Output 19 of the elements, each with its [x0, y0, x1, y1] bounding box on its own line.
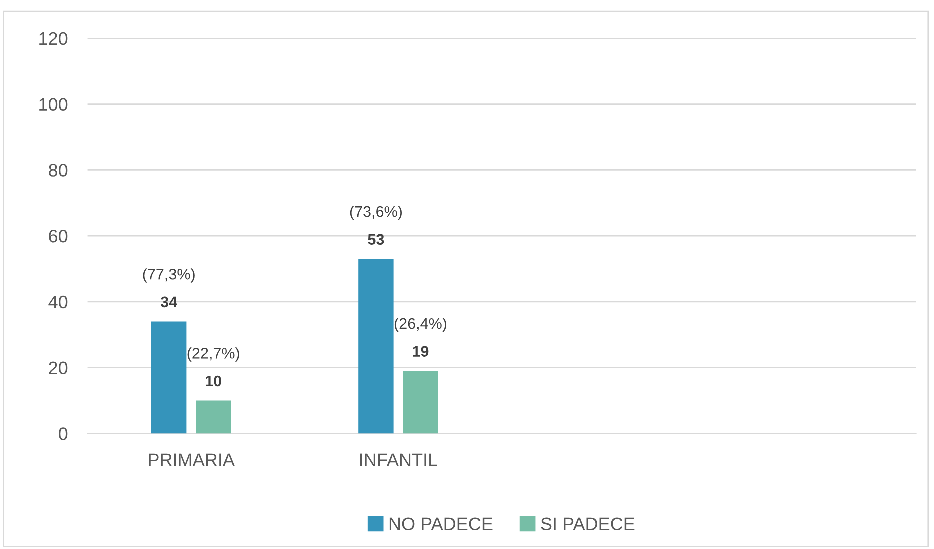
x-tick-label: INFANTIL	[360, 454, 438, 466]
y-tick-label: 120	[40, 32, 68, 46]
y-tick-label: 0	[59, 428, 68, 440]
y-tick-label: 80	[49, 164, 68, 177]
data-label: (22,7%) 10	[188, 348, 240, 387]
bar	[196, 400, 232, 434]
y-tick-label: 20	[49, 362, 68, 375]
data-label: (26,4%) 19	[394, 318, 447, 357]
legend-label: NO PADECE	[390, 518, 493, 531]
legend-label: SI PADECE	[541, 518, 635, 531]
y-tick-label: 40	[48, 296, 68, 309]
bar	[403, 371, 438, 434]
bar	[151, 322, 187, 434]
x-tick-label: PRIMARIA	[149, 454, 235, 466]
data-label: (73,6%) 53	[350, 206, 402, 246]
y-tick-label: 60	[49, 230, 68, 243]
data-label: (77,3%) 34	[143, 268, 195, 308]
bar	[358, 259, 394, 434]
y-tick-label: 100	[40, 98, 68, 112]
